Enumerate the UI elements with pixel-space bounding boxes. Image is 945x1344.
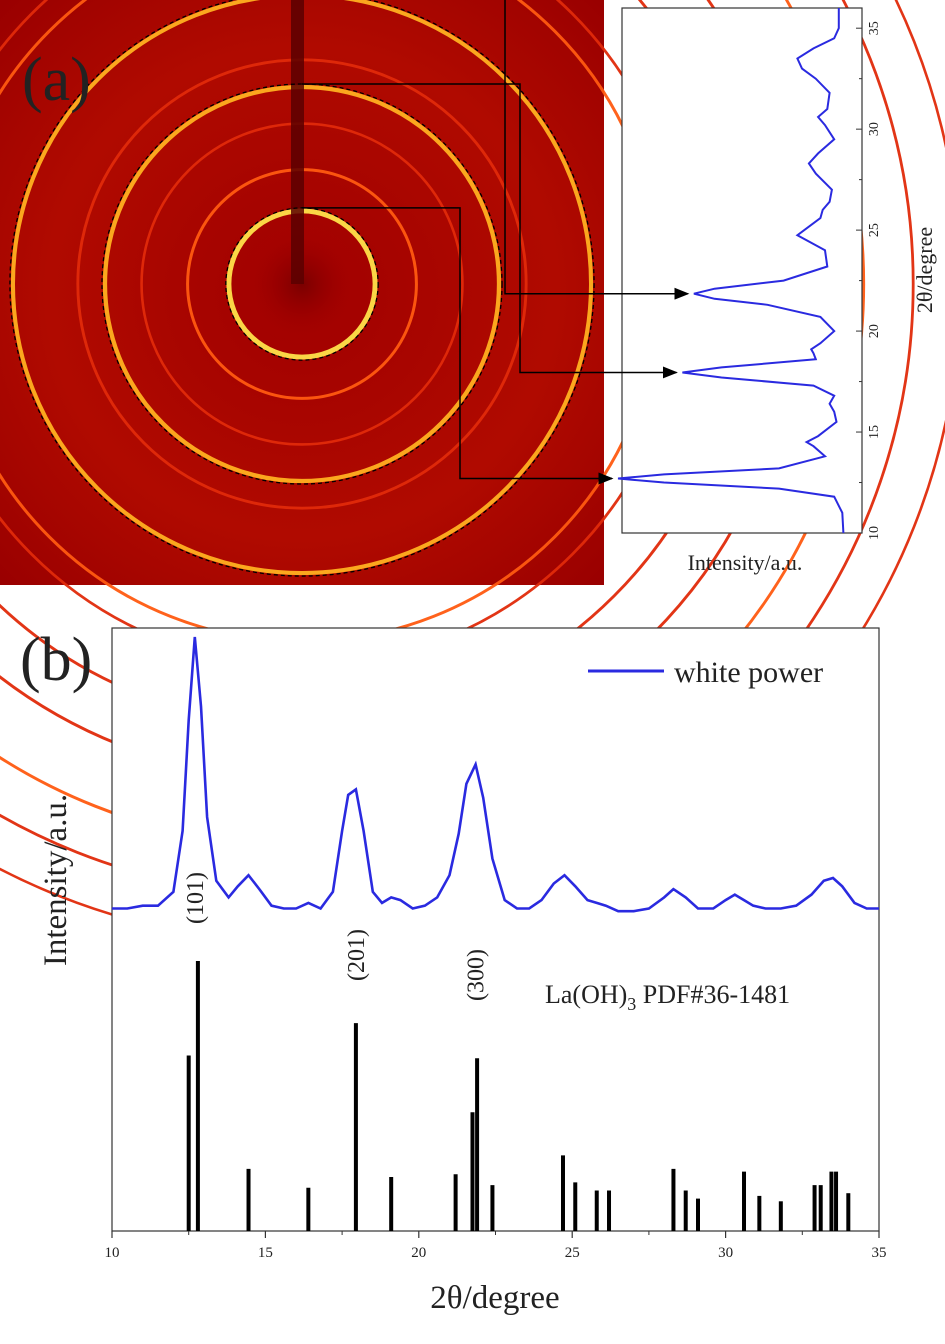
peak-labels: (101) (201) (300) [183,872,490,1001]
ring-peak-link-arrow [504,0,690,300]
ring-peak-link-arrow [302,83,678,379]
panel-b: (b) 10 15 20 25 30 35 (101) (201) (300) white p… [20,626,887,1316]
x-tick-label: 25 [565,1245,580,1261]
profile-y-tick-label: 25 [867,223,882,237]
profile-y-tick-label: 35 [867,21,882,35]
x-tick-label: 35 [872,1245,887,1261]
ring-to-peak-links [302,0,690,485]
panel-label-b: (b) [20,626,92,694]
reference-sticks [186,961,851,1231]
profile-series-line [617,8,845,534]
profile-y-axis-title: 2θ/degree [912,227,937,313]
xrd-plot-frame [111,627,880,1232]
profile-y-tick-label: 10 [867,526,882,540]
reference-label-subscript: 3 [627,994,636,1014]
profile-y-tick-label: 20 [867,324,882,338]
peak-label: (201) [344,929,370,981]
reference-label: La(OH)3 PDF#36-1481 [545,980,790,1014]
diffraction-ring [10,0,594,576]
highlighted-ring [9,0,595,577]
profile-y-tick-label: 30 [867,122,882,136]
series-line-white-power [112,636,879,913]
beam-stop [291,0,304,284]
x-tick-label: 15 [258,1245,273,1261]
profile-plot-frame [621,7,863,534]
reference-label-suffix: PDF#36-1481 [636,980,790,1009]
legend-label: white power [674,656,823,689]
ring-peak-link-arrow [302,207,614,485]
profile-y-axis: 10 15 20 25 30 35 [856,21,882,540]
x-axis-title: 2θ/degree [430,1280,559,1316]
reference-label-prefix: La(OH) [545,980,627,1009]
y-axis-title: Intensity/a.u. [38,794,74,966]
x-axis: 10 15 20 25 30 35 [105,1231,887,1261]
profile-y-tick-label: 15 [867,425,882,439]
panel-label-a: (a) [22,46,91,114]
x-tick-label: 10 [105,1245,120,1261]
x-tick-label: 30 [718,1245,733,1261]
highlighted-ring [101,83,503,485]
peak-label: (101) [183,872,209,924]
peak-label: (300) [464,949,490,1001]
profile-x-axis-title: Intensity/a.u. [688,550,803,575]
x-tick-label: 20 [411,1245,426,1261]
